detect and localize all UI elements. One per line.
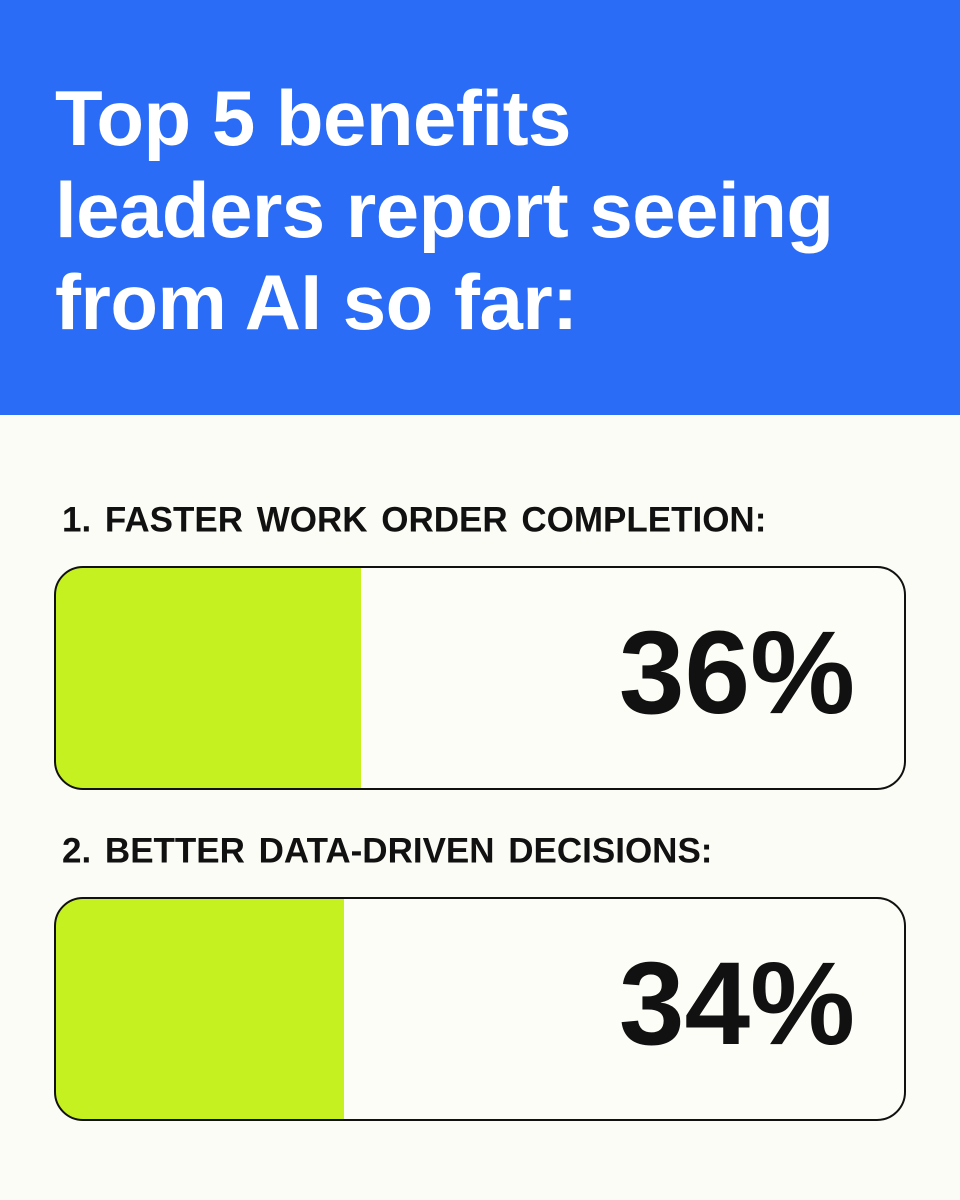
bar bbox=[55, 567, 361, 789]
bar bbox=[55, 898, 344, 1120]
bar-border bbox=[54, 566, 906, 790]
chart: 1. FASTER WORK ORDER COMPLETION: 36% 2. BE… bbox=[54, 500, 906, 1121]
bar-border bbox=[54, 897, 906, 1121]
category-label: 2. BETTER DATA-DRIVEN DECISIONS: bbox=[62, 831, 712, 870]
value-label: 34% bbox=[619, 938, 855, 1070]
category-label: 1. FASTER WORK ORDER COMPLETION: bbox=[62, 500, 766, 539]
chart-title: Top 5 benefits leaders report seeing fro… bbox=[55, 74, 834, 346]
value-label: 36% bbox=[619, 607, 855, 739]
header: Top 5 benefits leaders report seeing fro… bbox=[0, 0, 960, 415]
